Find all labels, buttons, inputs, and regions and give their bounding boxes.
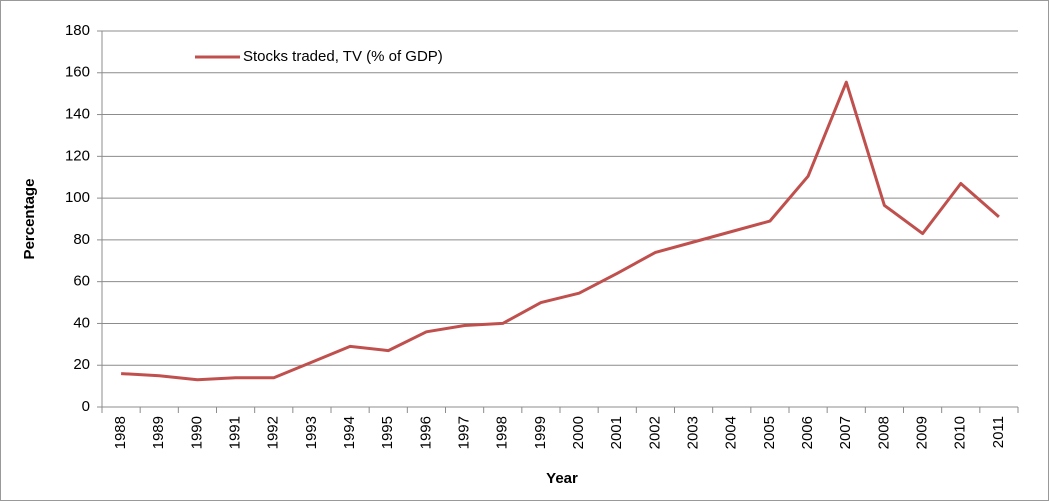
x-tick-label: 2011 (990, 416, 1007, 448)
x-tick-label: 2009 (914, 416, 931, 449)
y-tick-label: 0 (82, 398, 90, 415)
y-tick-label: 180 (65, 22, 90, 39)
x-tick-label: 2010 (952, 416, 969, 449)
legend-label: Stocks traded, TV (% of GDP) (243, 48, 443, 65)
x-tick-label: 1997 (456, 416, 473, 449)
y-tick-label: 120 (65, 147, 90, 164)
x-tick-label: 1989 (150, 416, 167, 449)
x-tick-label: 1990 (188, 416, 205, 449)
x-tick-label: 1992 (265, 416, 282, 449)
y-tick-label: 160 (65, 64, 90, 81)
x-tick-label: 1995 (379, 416, 396, 449)
x-tick-label: 1991 (227, 416, 244, 449)
y-tick-label: 100 (65, 189, 90, 206)
y-tick-label: 20 (73, 356, 90, 373)
x-tick-label: 2007 (837, 416, 854, 449)
y-axis-label: Percentage (21, 179, 38, 260)
x-tick-label: 1988 (112, 416, 129, 449)
x-tick-label: 2000 (570, 416, 587, 449)
x-tick-label: 1999 (532, 416, 549, 449)
y-tick-label: 140 (65, 106, 90, 123)
x-tick-label: 1993 (303, 416, 320, 449)
y-tick-label: 60 (73, 273, 90, 290)
x-tick-label: 2006 (799, 416, 816, 449)
x-axis-label: Year (546, 470, 578, 487)
x-tick-label: 2005 (761, 416, 778, 449)
x-tick-label: 2008 (875, 416, 892, 449)
x-tick-label: 1998 (494, 416, 511, 449)
x-tick-label: 1994 (341, 416, 358, 449)
x-tick-label: 1996 (417, 416, 434, 449)
y-tick-label: 80 (73, 231, 90, 248)
x-tick-label: 2004 (723, 416, 740, 449)
data-line (121, 80, 1000, 382)
x-tick-label: 2002 (646, 416, 663, 449)
x-tick-label: 2001 (608, 416, 625, 449)
x-tick-label: 2003 (685, 416, 702, 449)
y-tick-label: 40 (73, 314, 90, 331)
